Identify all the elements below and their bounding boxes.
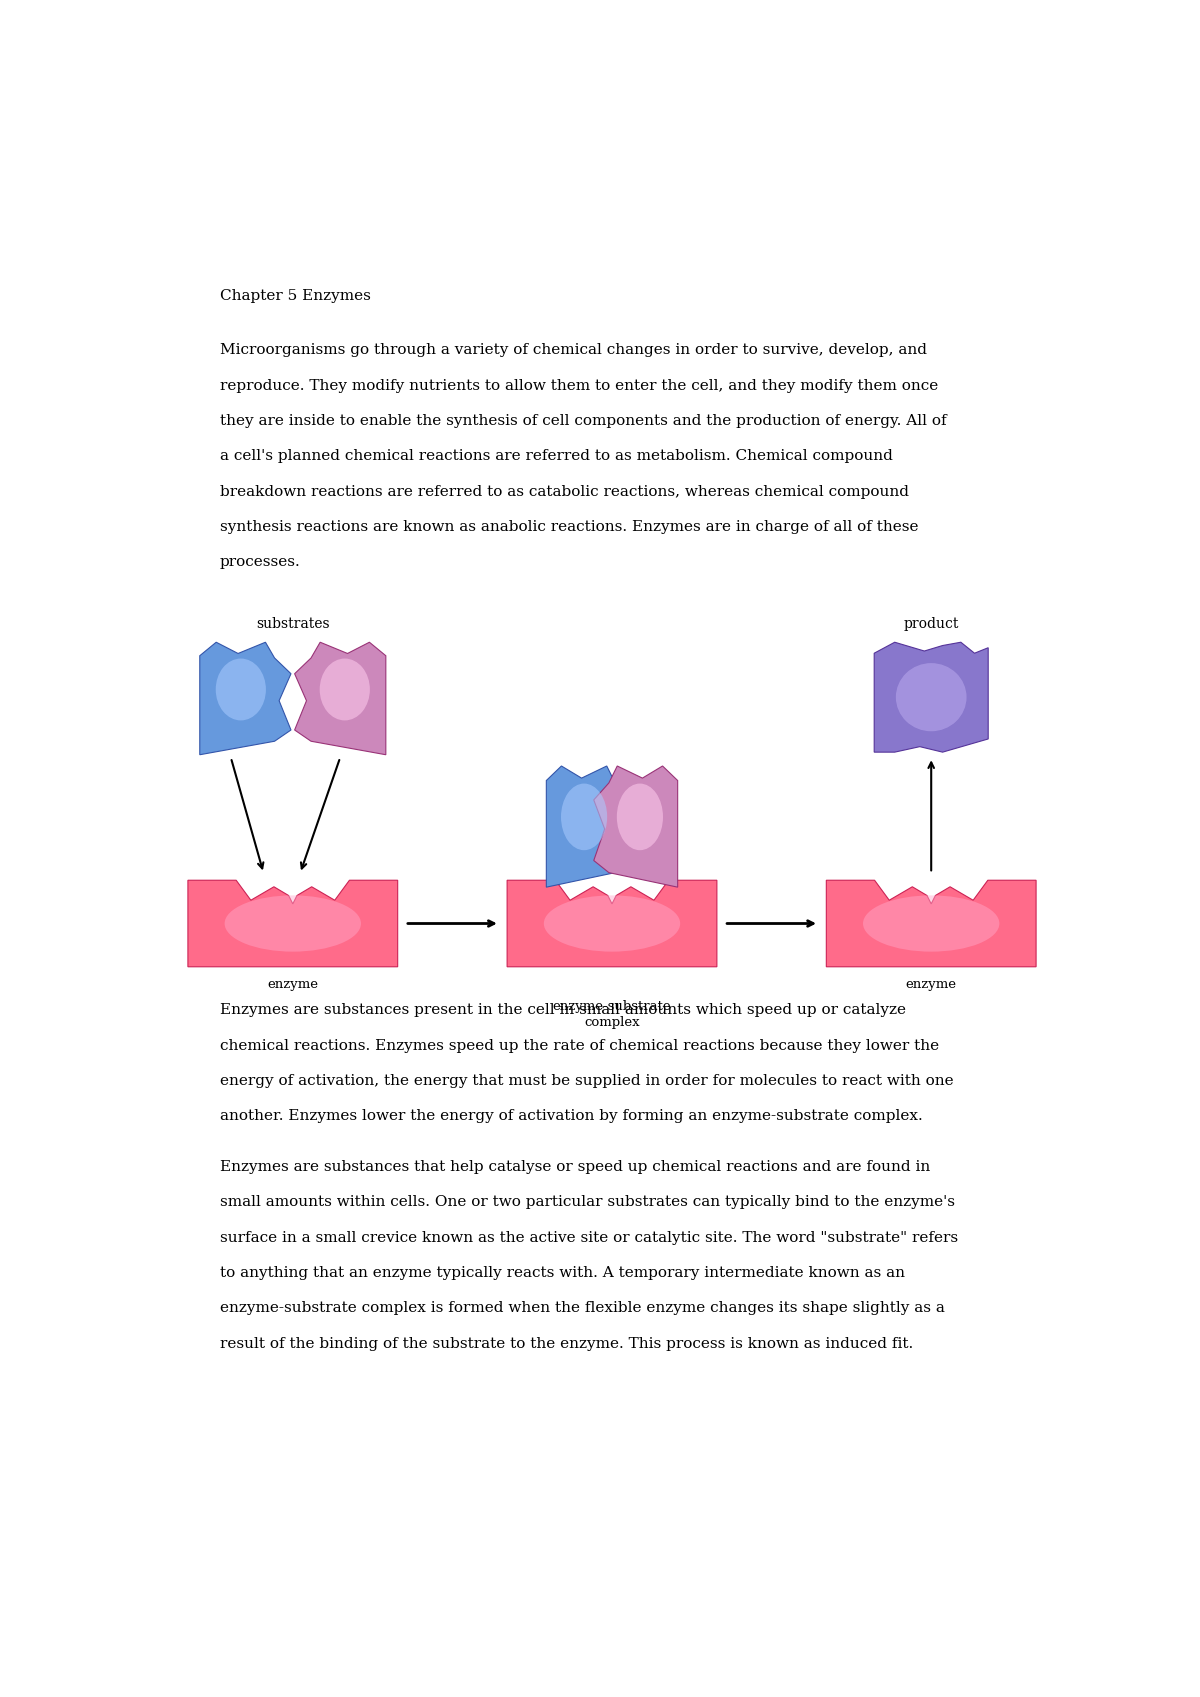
Text: surface in a small crevice known as the active site or catalytic site. The word : surface in a small crevice known as the …: [220, 1230, 958, 1244]
Text: product: product: [904, 618, 959, 631]
Text: to anything that an enzyme typically reacts with. A temporary intermediate known: to anything that an enzyme typically rea…: [220, 1266, 905, 1280]
Polygon shape: [295, 641, 386, 755]
Ellipse shape: [617, 784, 662, 850]
Text: substrates: substrates: [256, 618, 330, 631]
Text: breakdown reactions are referred to as catabolic reactions, whereas chemical com: breakdown reactions are referred to as c…: [220, 485, 908, 499]
Polygon shape: [508, 881, 716, 967]
Text: result of the binding of the substrate to the enzyme. This process is known as i: result of the binding of the substrate t…: [220, 1337, 913, 1351]
Polygon shape: [827, 881, 1036, 967]
Ellipse shape: [863, 896, 1000, 952]
Ellipse shape: [544, 896, 680, 952]
Polygon shape: [594, 765, 678, 888]
Text: Chapter 5 Enzymes: Chapter 5 Enzymes: [220, 288, 371, 302]
Ellipse shape: [216, 658, 266, 721]
Text: synthesis reactions are known as anabolic reactions. Enzymes are in charge of al: synthesis reactions are known as anaboli…: [220, 519, 918, 535]
Text: enzyme: enzyme: [268, 977, 318, 991]
Text: another. Enzymes lower the energy of activation by forming an enzyme-substrate c: another. Enzymes lower the energy of act…: [220, 1110, 923, 1123]
Polygon shape: [188, 881, 397, 967]
Text: enzyme-substrate
complex: enzyme-substrate complex: [553, 1000, 671, 1028]
Text: processes.: processes.: [220, 555, 300, 568]
Ellipse shape: [224, 896, 361, 952]
Polygon shape: [199, 641, 290, 755]
Text: Microorganisms go through a variety of chemical changes in order to survive, dev: Microorganisms go through a variety of c…: [220, 343, 926, 358]
Text: they are inside to enable the synthesis of cell components and the production of: they are inside to enable the synthesis …: [220, 414, 947, 428]
Text: a cell's planned chemical reactions are referred to as metabolism. Chemical comp: a cell's planned chemical reactions are …: [220, 450, 893, 463]
Text: enzyme: enzyme: [906, 977, 956, 991]
Text: Enzymes are substances present in the cell in small amounts which speed up or ca: Enzymes are substances present in the ce…: [220, 1003, 906, 1017]
Ellipse shape: [896, 664, 966, 731]
Ellipse shape: [319, 658, 370, 721]
Polygon shape: [546, 765, 630, 888]
Ellipse shape: [562, 784, 607, 850]
Text: Enzymes are substances that help catalyse or speed up chemical reactions and are: Enzymes are substances that help catalys…: [220, 1161, 930, 1174]
Text: energy of activation, the energy that must be supplied in order for molecules to: energy of activation, the energy that mu…: [220, 1074, 953, 1088]
Text: chemical reactions. Enzymes speed up the rate of chemical reactions because they: chemical reactions. Enzymes speed up the…: [220, 1039, 938, 1052]
Polygon shape: [874, 641, 989, 752]
Text: small amounts within cells. One or two particular substrates can typically bind : small amounts within cells. One or two p…: [220, 1195, 955, 1210]
Text: enzyme-substrate complex is formed when the flexible enzyme changes its shape sl: enzyme-substrate complex is formed when …: [220, 1302, 944, 1315]
Text: reproduce. They modify nutrients to allow them to enter the cell, and they modif: reproduce. They modify nutrients to allo…: [220, 378, 938, 392]
